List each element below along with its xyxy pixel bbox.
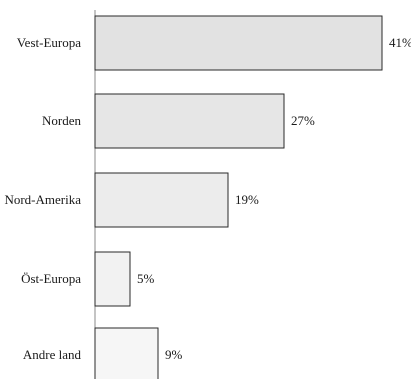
bar-ost-europa	[94, 251, 131, 307]
category-label-vest-europa: Vest-Europa	[17, 35, 81, 50]
bar-norden	[94, 93, 285, 149]
category-label-nord-amerika: Nord-Amerika	[4, 192, 81, 207]
category-labels-group: Vest-Europa Norden Nord-Amerika Öst-Europa A…	[4, 35, 81, 362]
bar-nord-amerika	[94, 172, 229, 228]
bar-andre-land	[94, 327, 159, 379]
category-label-andre-land: Andre land	[23, 347, 82, 362]
category-label-norden: Norden	[42, 113, 81, 128]
category-label-ost-europa: Öst-Europa	[21, 271, 81, 286]
value-label-andre-land: 9%	[165, 347, 183, 362]
value-labels-group: 41% 27% 19% 5% 9%	[137, 35, 411, 362]
bars-group	[94, 15, 383, 379]
bar-vest-europa	[94, 15, 383, 71]
value-label-vest-europa: 41%	[389, 35, 411, 50]
value-label-nord-amerika: 19%	[235, 192, 259, 207]
value-label-ost-europa: 5%	[137, 271, 155, 286]
value-label-norden: 27%	[291, 113, 315, 128]
